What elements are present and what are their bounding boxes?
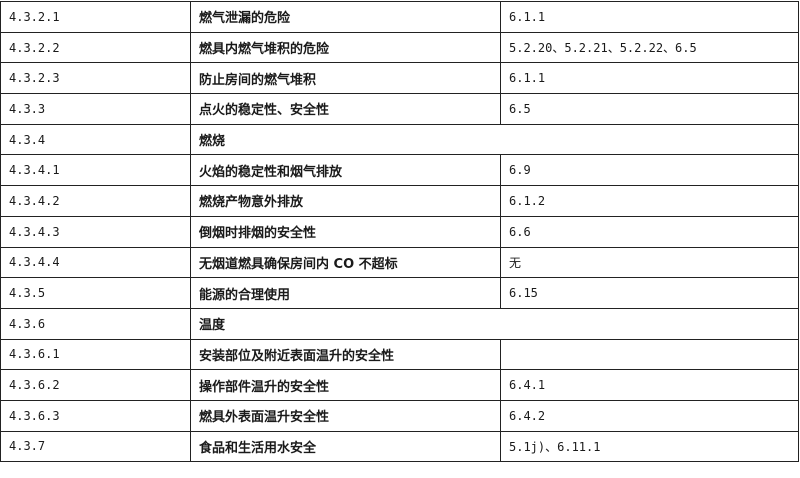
table-row: 4.3.4.4 无烟道燃具确保房间内 CO 不超标无 <box>0 246 799 279</box>
requirement-item: 燃具外表面温升安全性 <box>190 399 501 432</box>
reference-clause: 6.4.1 <box>500 369 799 401</box>
requirement-item: 倒烟时排烟的安全性 <box>190 215 501 248</box>
table-row: 4.3.6 温度 <box>0 307 799 340</box>
section-heading: 温度 <box>190 307 799 340</box>
requirement-item: 燃具内燃气堆积的危险 <box>190 31 501 64</box>
reference-clause: 6.1.2 <box>500 185 799 217</box>
reference-clause: 无 <box>500 246 799 279</box>
requirement-item: 燃气泄漏的危险 <box>190 1 501 33</box>
reference-clause <box>500 338 799 371</box>
clause-number: 4.3.6.1 <box>0 338 191 371</box>
requirement-item: 燃烧产物意外排放 <box>190 185 501 217</box>
table-row: 4.3.6.1 安装部位及附近表面温升的安全性 <box>0 338 799 371</box>
requirement-item: 点火的稳定性、安全性 <box>190 93 501 125</box>
requirement-item: 操作部件温升的安全性 <box>190 369 501 401</box>
clause-number: 4.3.7 <box>0 430 191 463</box>
table-row: 4.3.7 食品和生活用水安全 5.1j)、6.11.1 <box>0 430 799 463</box>
requirement-item: 防止房间的燃气堆积 <box>190 62 501 95</box>
clause-number: 4.3.2.2 <box>0 31 191 64</box>
clause-number: 4.3.6 <box>0 307 191 340</box>
requirement-item: 安装部位及附近表面温升的安全性 <box>190 338 501 371</box>
reference-clause: 6.5 <box>500 93 799 125</box>
reference-clause: 5.2.20、5.2.21、5.2.22、6.5 <box>500 31 799 64</box>
clause-number: 4.3.5 <box>0 277 191 309</box>
clause-number: 4.3.4.3 <box>0 215 191 248</box>
clause-number: 4.3.6.3 <box>0 399 191 432</box>
clause-number: 4.3.4.2 <box>0 185 191 217</box>
requirement-item: 食品和生活用水安全 <box>190 430 501 463</box>
table-row: 4.3.2.2 燃具内燃气堆积的危险 5.2.20、5.2.21、5.2.22、6.… <box>0 31 799 64</box>
requirement-item: 能源的合理使用 <box>190 277 501 309</box>
clause-number: 4.3.4.1 <box>0 154 191 187</box>
section-heading: 燃烧 <box>190 123 799 156</box>
reference-clause: 6.15 <box>500 277 799 309</box>
requirement-item: 无烟道燃具确保房间内 CO 不超标 <box>190 246 501 279</box>
reference-clause: 6.1.1 <box>500 62 799 95</box>
table-row: 4.3.4.2 燃烧产物意外排放 6.1.2 <box>0 185 799 217</box>
clause-number: 4.3.4.4 <box>0 246 191 279</box>
reference-clause: 6.9 <box>500 154 799 187</box>
clause-number: 4.3.6.2 <box>0 369 191 401</box>
requirement-item: 火焰的稳定性和烟气排放 <box>190 154 501 187</box>
table-row: 4.3.6.2 操作部件温升的安全性 6.4.1 <box>0 369 799 401</box>
reference-clause: 6.1.1 <box>500 1 799 33</box>
table-row: 4.3.3 点火的稳定性、安全性 6.5 <box>0 93 799 125</box>
table-row: 4.3.5 能源的合理使用 6.15 <box>0 277 799 309</box>
table-row: 4.3.2.1 燃气泄漏的危险 6.1.1 <box>0 1 799 33</box>
table-row: 4.3.2.3 防止房间的燃气堆积 6.1.1 <box>0 62 799 95</box>
table-row: 4.3.4.1 火焰的稳定性和烟气排放 6.9 <box>0 154 799 187</box>
clause-number: 4.3.3 <box>0 93 191 125</box>
reference-clause: 6.6 <box>500 215 799 248</box>
table-row: 4.3.6.3 燃具外表面温升安全性 6.4.2 <box>0 399 799 432</box>
clause-number: 4.3.2.3 <box>0 62 191 95</box>
clause-number: 4.3.2.1 <box>0 1 191 33</box>
reference-clause: 5.1j)、6.11.1 <box>500 430 799 463</box>
reference-clause: 6.4.2 <box>500 399 799 432</box>
table-row: 4.3.4.3 倒烟时排烟的安全性 6.6 <box>0 215 799 248</box>
clause-number: 4.3.4 <box>0 123 191 156</box>
requirements-table: 4.3.2.1 燃气泄漏的危险 6.1.1 4.3.2.2 燃具内燃气堆积的危险 5.2.… <box>0 1 799 463</box>
table-row: 4.3.4 燃烧 <box>0 123 799 156</box>
